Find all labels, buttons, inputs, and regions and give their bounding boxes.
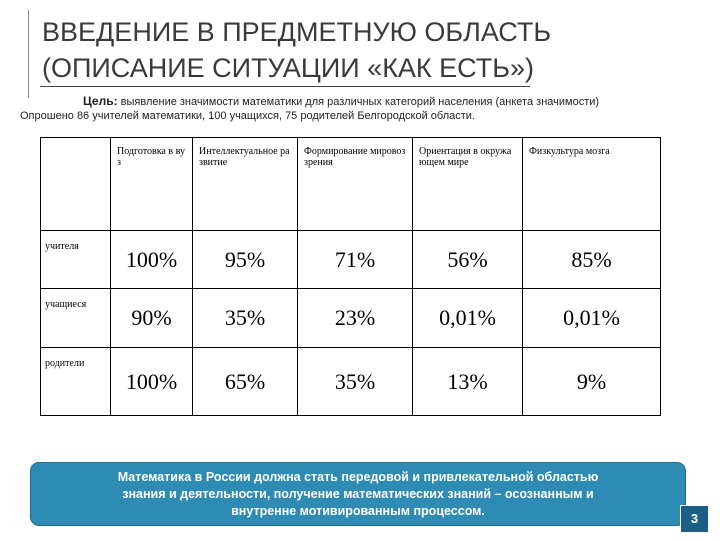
cell: 0,01% xyxy=(412,288,523,348)
cell: 65% xyxy=(192,347,298,416)
cell: 0,01% xyxy=(522,288,661,348)
cell: 13% xyxy=(412,347,523,416)
cell: 85% xyxy=(522,230,661,289)
goal-label: Цель: xyxy=(83,94,118,108)
row: учащиеся 90% 35% 23% 0,01% 0,01% xyxy=(40,288,661,348)
row-label: учителя xyxy=(40,230,111,289)
title: ВВЕДЕНИЕ В ПРЕДМЕТНУЮ ОБЛАСТЬ (ОПИСАНИЕ … xyxy=(42,14,551,86)
survey: Опрошено 86 учителей математики, 100 уча… xyxy=(20,110,475,122)
cell: 9% xyxy=(522,347,661,416)
rule xyxy=(28,10,29,98)
page-number: 3 xyxy=(680,505,709,533)
rule xyxy=(40,86,530,87)
header-row: Подготовка в вуз Интеллектуальное развити… xyxy=(40,137,661,231)
cell: 100% xyxy=(110,347,193,416)
column-header: Подготовка в вуз xyxy=(110,137,193,231)
cell: 71% xyxy=(297,230,413,289)
cell: 23% xyxy=(297,288,413,348)
column-header: Ориентация в окружающем мире xyxy=(412,137,523,231)
column-header: Физкультура мозга xyxy=(522,137,661,231)
column-header: Интеллектуальное развитие xyxy=(192,137,298,231)
table: Подготовка в вуз Интеллектуальное развити… xyxy=(40,137,661,416)
cell: 90% xyxy=(110,288,193,348)
goal: Цель: выявление значимости математики дл… xyxy=(83,94,599,108)
title-line: ВВЕДЕНИЕ В ПРЕДМЕТНУЮ ОБЛАСТЬ xyxy=(42,17,552,47)
title-line: (ОПИСАНИЕ СИТУАЦИИ «КАК ЕСТЬ») xyxy=(42,53,534,83)
row: учителя 100% 95% 71% 56% 85% xyxy=(40,230,661,289)
goal-text: выявление значимости математики для разл… xyxy=(120,96,600,108)
cell: 35% xyxy=(297,347,413,416)
callout: Математика в России должна стать передов… xyxy=(30,462,686,526)
row: родители 100% 65% 35% 13% 9% xyxy=(40,347,661,416)
cell: 100% xyxy=(110,230,193,289)
cell: 56% xyxy=(412,230,523,289)
column-header: Формирование мировоззрения xyxy=(297,137,413,231)
corner-cell xyxy=(40,137,111,231)
cell: 95% xyxy=(192,230,298,289)
row-label: родители xyxy=(40,347,111,416)
cell: 35% xyxy=(192,288,298,348)
row-label: учащиеся xyxy=(40,288,111,348)
